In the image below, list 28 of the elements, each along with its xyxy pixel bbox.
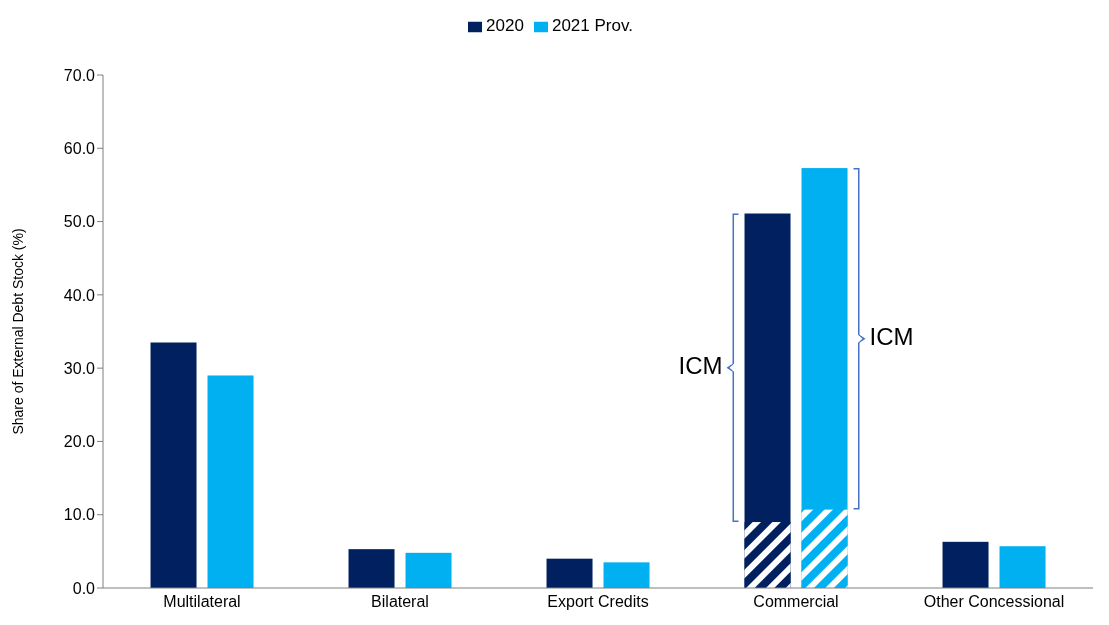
y-tick-label: 0.0: [72, 579, 96, 597]
y-tick-label: 50.0: [63, 213, 96, 231]
y-axis-title: Share of External Debt Stock (%): [9, 228, 26, 435]
x-tick-label: Multilateral: [163, 593, 241, 611]
bar: [801, 509, 848, 588]
bar: [744, 522, 791, 588]
x-tick-label: Bilateral: [371, 593, 429, 611]
bar: [207, 375, 254, 588]
annotation: ICM: [678, 352, 723, 380]
bar: [405, 552, 452, 588]
y-tick-label: 70.0: [63, 66, 96, 84]
bar: [999, 546, 1046, 588]
x-tick-label: Commercial: [753, 593, 839, 611]
annotation: ICM: [869, 323, 914, 351]
legend-label: 2021 Prov.: [551, 16, 633, 35]
y-tick-label: 30.0: [63, 359, 96, 377]
y-tick-label: 40.0: [63, 286, 96, 304]
legend-label: 2020: [486, 16, 524, 35]
y-tick-label: 20.0: [63, 433, 96, 451]
y-tick-label: 60.0: [63, 139, 96, 157]
bar: [348, 549, 395, 588]
bar: [546, 558, 593, 588]
bar: [942, 541, 989, 588]
x-tick-label: Other Concessional: [923, 593, 1065, 611]
bar: [603, 562, 650, 588]
x-tick-label: Export Credits: [547, 593, 649, 611]
y-tick-label: 10.0: [63, 506, 96, 524]
bar: [150, 342, 197, 588]
